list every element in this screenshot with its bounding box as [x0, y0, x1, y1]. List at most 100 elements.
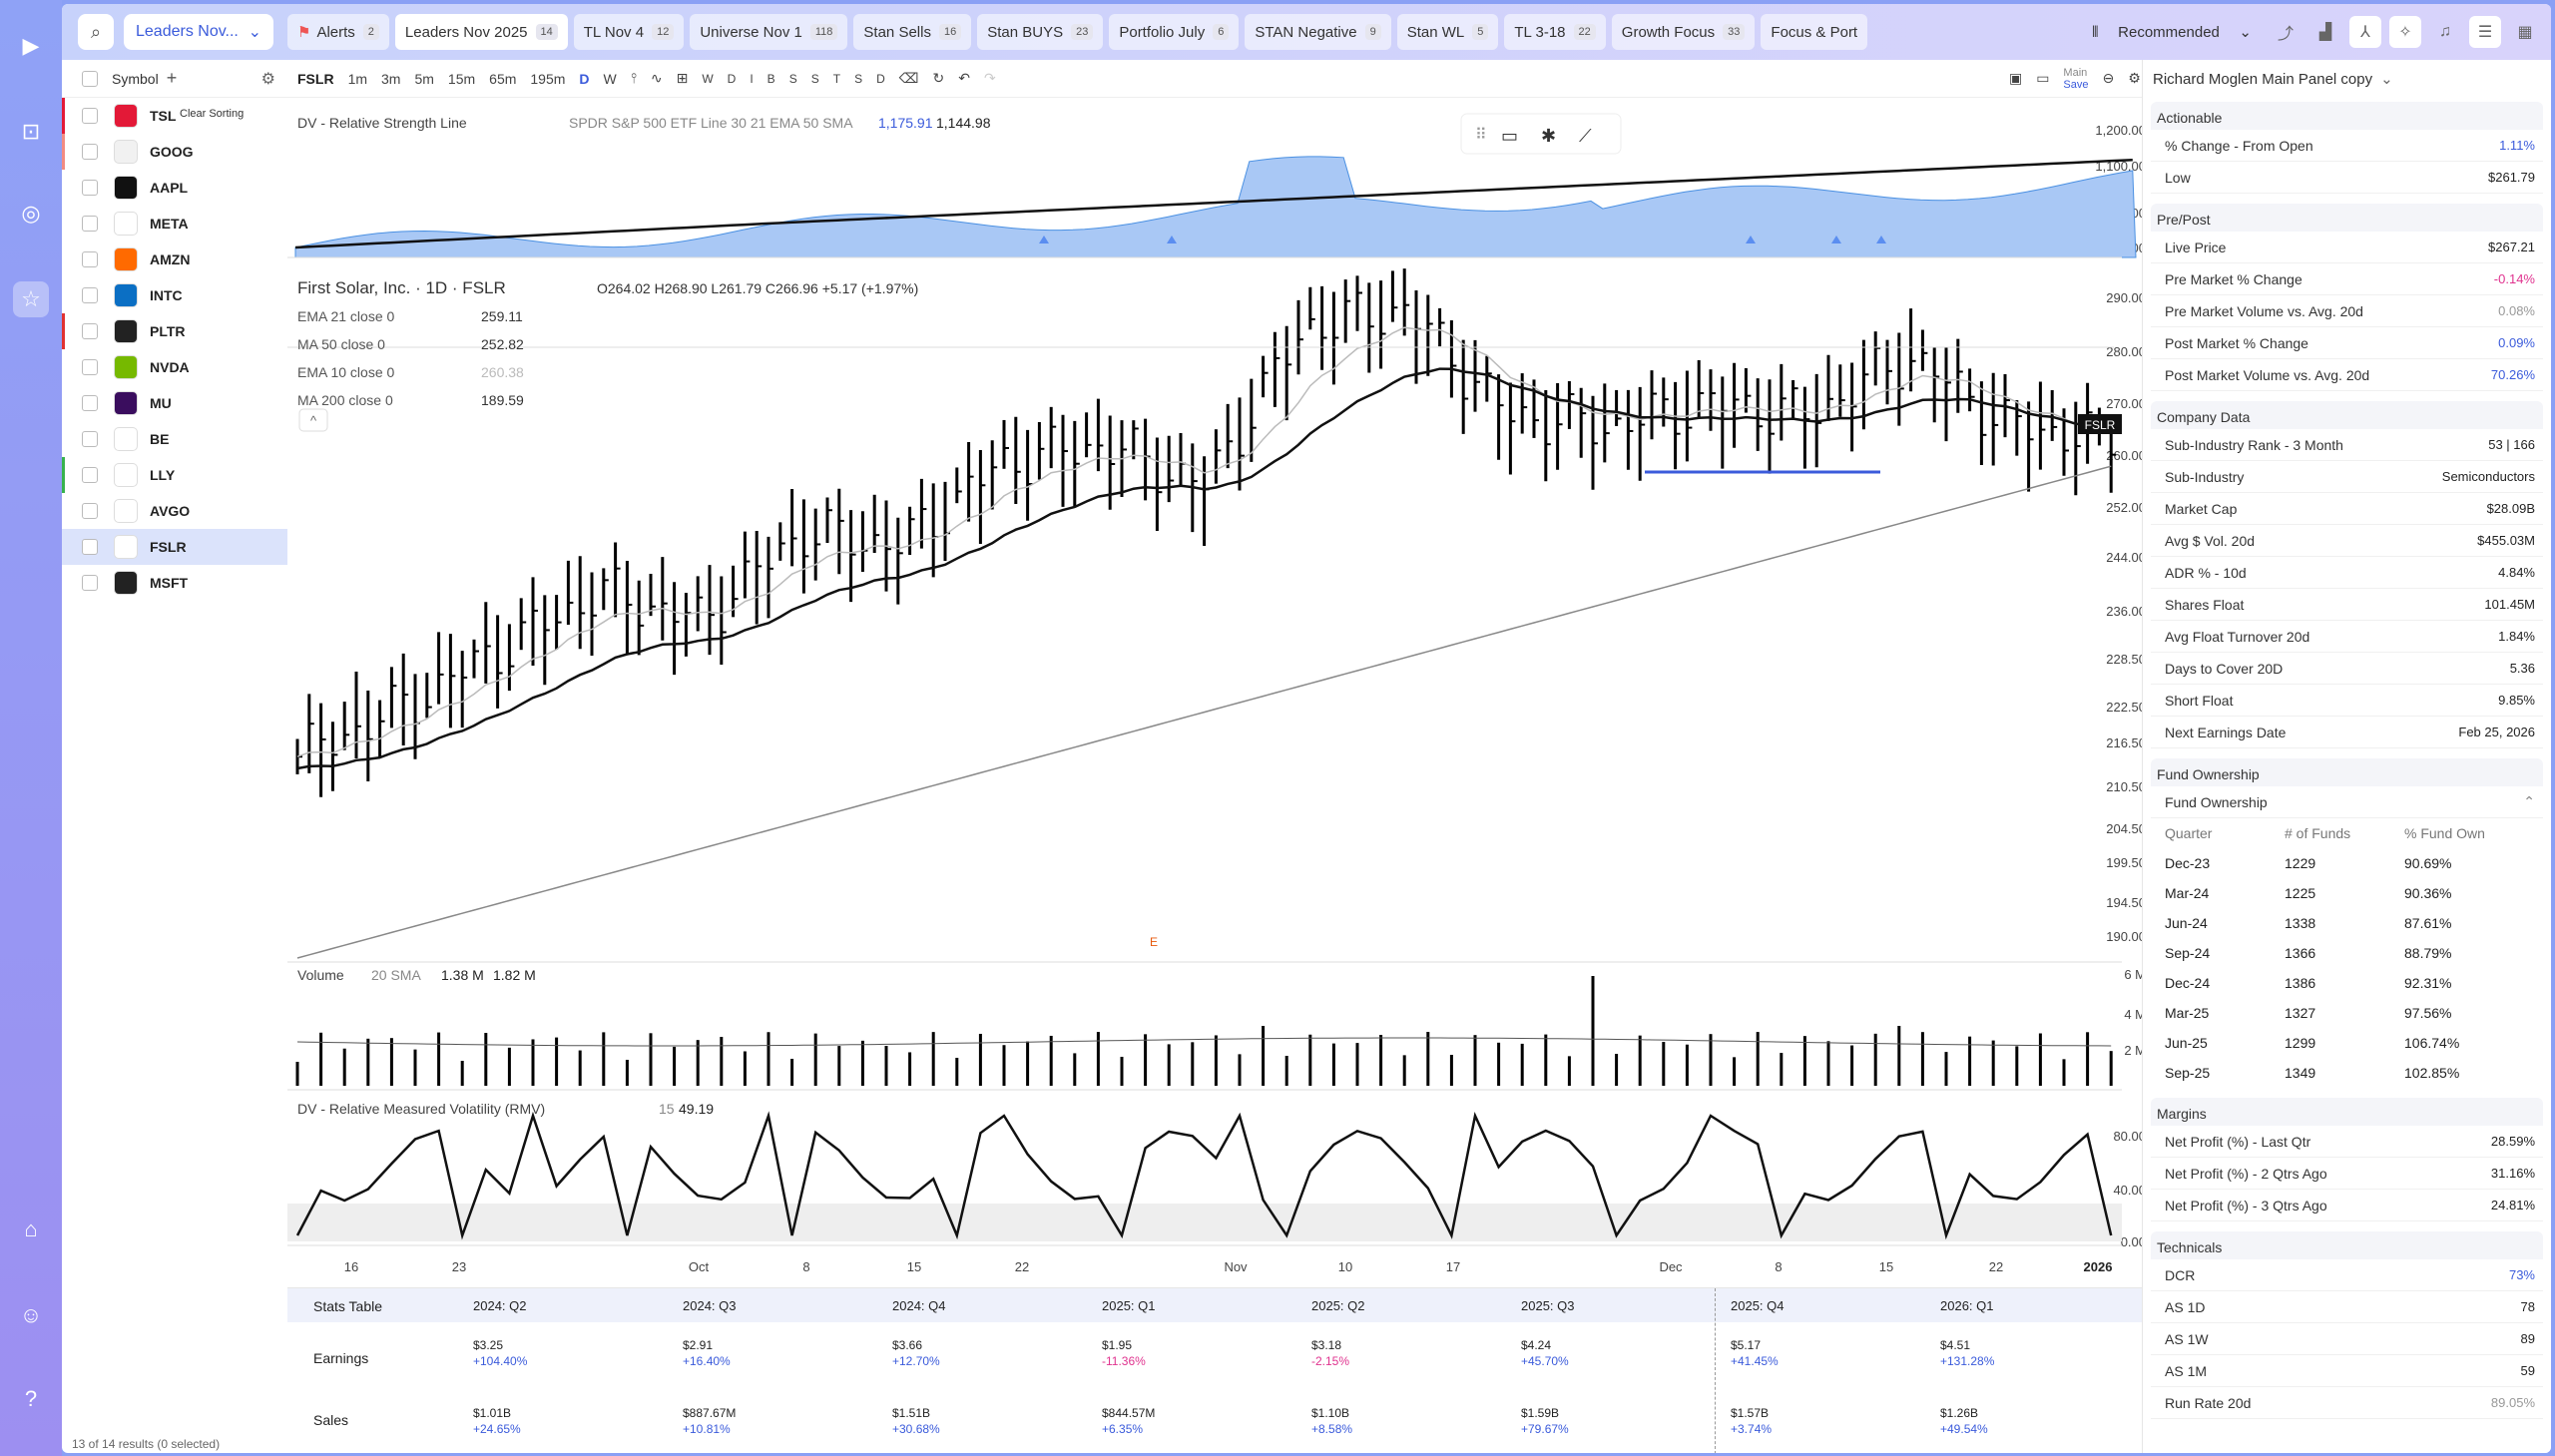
row-checkbox[interactable]: [82, 323, 98, 339]
collapse-legend-button[interactable]: [298, 408, 328, 432]
cap-icon[interactable]: ⌂: [24, 1216, 38, 1241]
metric-row[interactable]: Short Float 9.85%: [2151, 685, 2543, 717]
period-button[interactable]: D: [727, 71, 737, 86]
layout-save[interactable]: Main Save: [2063, 67, 2088, 91]
symbol-row[interactable]: META: [62, 206, 287, 242]
period-button[interactable]: S: [810, 71, 819, 86]
drawing-toolbar[interactable]: [1460, 113, 1622, 155]
metric-row[interactable]: DCR 73%: [2151, 1259, 2543, 1291]
interval-15m[interactable]: 15m: [447, 70, 476, 87]
symbol-row[interactable]: PLTR: [62, 313, 287, 349]
tab-stan-buys[interactable]: Stan BUYS 23: [977, 14, 1104, 50]
interval-3m[interactable]: 3m: [381, 70, 401, 87]
logo-play-icon[interactable]: ▶: [22, 33, 40, 58]
row-checkbox[interactable]: [82, 359, 98, 375]
tab-stan-sells[interactable]: Stan Sells 16: [853, 14, 972, 50]
tab-stan-wl[interactable]: Stan WL 5: [1396, 14, 1499, 50]
metric-row[interactable]: Net Profit (%) - 2 Qtrs Ago 31.16%: [2151, 1158, 2543, 1190]
plus-icon[interactable]: +: [166, 68, 178, 88]
interval-65m[interactable]: 65m: [489, 70, 517, 87]
row-checkbox[interactable]: [82, 503, 98, 519]
metric-row[interactable]: Days to Cover 20D 5.36: [2151, 653, 2543, 685]
metric-row[interactable]: Avg $ Vol. 20d $455.03M: [2151, 525, 2543, 557]
layout-icon[interactable]: ⊞: [676, 70, 689, 86]
share-icon[interactable]: ⤴: [2277, 26, 2294, 43]
eraser-icon[interactable]: ⌫: [898, 70, 919, 86]
redo-icon[interactable]: ↷: [984, 70, 996, 86]
period-button[interactable]: T: [832, 71, 841, 86]
metric-row[interactable]: Sub-Industry Rank - 3 Month 53 | 166: [2151, 429, 2543, 461]
tab-alerts[interactable]: ⚑ Alerts 2: [287, 14, 389, 50]
symbol-row[interactable]: MSFT: [62, 565, 287, 601]
zoom-icon[interactable]: ⊖: [2102, 70, 2115, 86]
symbol-row[interactable]: BE: [62, 421, 287, 457]
symbol-row[interactable]: INTC: [62, 277, 287, 313]
interval-1m[interactable]: 1m: [347, 70, 368, 87]
symbol-column-header[interactable]: Symbol: [112, 70, 159, 87]
panel-header[interactable]: Richard Moglen Main Panel copy ⌄: [2143, 60, 2551, 98]
metric-row[interactable]: Post Market % Change 0.09%: [2151, 327, 2543, 359]
symbol-row[interactable]: TSL: [62, 98, 287, 134]
period-button[interactable]: S: [788, 71, 797, 86]
row-checkbox[interactable]: [82, 467, 98, 483]
undo-icon[interactable]: ↶: [958, 70, 971, 86]
metric-row[interactable]: Run Rate 20d 89.05%: [2151, 1387, 2543, 1419]
settings-icon[interactable]: ⚙: [2128, 70, 2141, 86]
metric-row[interactable]: AS 1W 89: [2151, 1323, 2543, 1355]
metric-row[interactable]: Live Price $267.21: [2151, 232, 2543, 263]
tab-stan-negative[interactable]: STAN Negative 9: [1245, 14, 1391, 50]
grid-icon[interactable]: ⊡: [21, 119, 41, 144]
interval-W[interactable]: W: [603, 70, 617, 87]
metric-row[interactable]: Sub-Industry Semiconductors: [2151, 461, 2543, 493]
gear-icon[interactable]: ⚙: [260, 70, 275, 88]
scanner-icon[interactable]: ⅄: [2349, 16, 2381, 48]
tab-growth-focus[interactable]: Growth Focus 33: [1611, 14, 1756, 50]
interval-195m[interactable]: 195m: [530, 70, 566, 87]
metric-row[interactable]: Net Profit (%) - Last Qtr 28.59%: [2151, 1126, 2543, 1158]
compare-icon[interactable]: ∿: [650, 70, 663, 86]
star-icon[interactable]: ☆: [13, 281, 49, 317]
folder-icon[interactable]: ▭: [2036, 70, 2050, 86]
indicator-icon[interactable]: ⫯: [630, 70, 637, 86]
period-button[interactable]: B: [766, 71, 775, 86]
row-checkbox[interactable]: [82, 395, 98, 411]
metric-row[interactable]: Pre Market Volume vs. Avg. 20d 0.08%: [2151, 295, 2543, 327]
watchlist-select[interactable]: Leaders Nov... ⌄: [124, 14, 273, 50]
period-button[interactable]: W: [702, 71, 714, 86]
panels-icon[interactable]: ▣: [2008, 70, 2023, 86]
symbol-row[interactable]: AAPL: [62, 170, 287, 206]
metric-row[interactable]: Avg Float Turnover 20d 1.84%: [2151, 621, 2543, 653]
list-view-icon[interactable]: ☰: [2469, 16, 2501, 48]
search-icon[interactable]: ⌕: [78, 14, 114, 50]
chart-icon[interactable]: ▟: [2318, 24, 2332, 41]
row-checkbox[interactable]: [82, 539, 98, 555]
row-checkbox[interactable]: [82, 431, 98, 447]
refresh-icon[interactable]: ↻: [932, 70, 945, 86]
row-checkbox[interactable]: [82, 251, 98, 267]
tab-portfolio-july[interactable]: Portfolio July 6: [1109, 14, 1240, 50]
metric-row[interactable]: ADR % - 10d 4.84%: [2151, 557, 2543, 589]
metric-row[interactable]: Pre Market % Change -0.14%: [2151, 263, 2543, 295]
interval-D[interactable]: D: [579, 70, 590, 87]
select-all-checkbox[interactable]: [82, 70, 98, 87]
help-icon[interactable]: ?: [24, 1386, 38, 1411]
metric-row[interactable]: AS 1D 78: [2151, 1291, 2543, 1323]
metric-row[interactable]: % Change - From Open 1.11%: [2151, 130, 2543, 162]
metric-row[interactable]: Next Earnings Date Feb 25, 2026: [2151, 717, 2543, 748]
symbol-row[interactable]: AMZN: [62, 242, 287, 277]
chart-symbol[interactable]: FSLR: [297, 70, 334, 87]
tab-leaders-nov-2025[interactable]: Leaders Nov 2025 14: [394, 14, 568, 50]
user-icon[interactable]: ☺: [19, 1302, 43, 1327]
metric-row[interactable]: Low $261.79: [2151, 162, 2543, 194]
row-checkbox[interactable]: [82, 144, 98, 160]
period-button[interactable]: I: [750, 71, 754, 86]
symbol-row[interactable]: AVGO: [62, 493, 287, 529]
bell-icon[interactable]: ♫: [2439, 23, 2451, 40]
recommended-select[interactable]: ⦀ Recommended ⌄: [2082, 14, 2262, 50]
interval-5m[interactable]: 5m: [414, 70, 434, 87]
symbol-row[interactable]: GOOG: [62, 134, 287, 170]
symbol-row[interactable]: NVDA: [62, 349, 287, 385]
row-checkbox[interactable]: [82, 287, 98, 303]
row-checkbox[interactable]: [82, 108, 98, 124]
